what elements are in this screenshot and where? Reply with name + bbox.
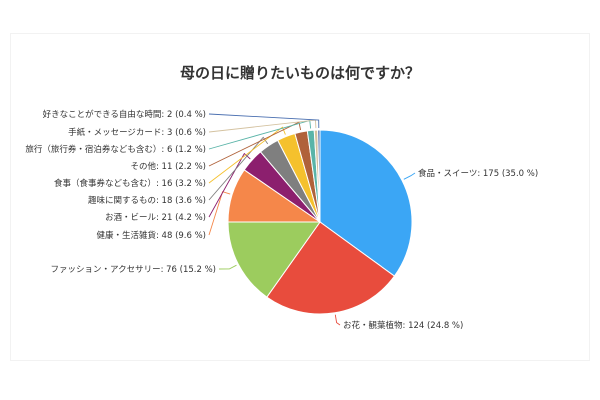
slice-label-8: その他: 11 (2.2 %) <box>130 161 206 172</box>
pie-slices <box>227 129 413 315</box>
leader-lines <box>208 113 416 326</box>
leader-line-5 <box>208 152 251 218</box>
slice-label-11: 好きなことができる自由な時間: 2 (0.4 %) <box>43 109 206 120</box>
leader-line-6 <box>208 136 269 201</box>
slice-label-6: 趣味に関するもの: 18 (3.6 %) <box>88 195 206 206</box>
slice-label-7: 食事（食事券なども含む）: 16 (3.2 %) <box>54 178 206 189</box>
leader-line-1 <box>403 172 416 180</box>
leader-line-11 <box>208 113 320 129</box>
slice-label-5: お酒・ビール: 21 (4.2 %) <box>105 213 206 223</box>
leader-line-2 <box>334 314 341 326</box>
leader-line-7 <box>208 126 286 184</box>
chart-title: 母の日に贈りたいものは何ですか？ <box>180 64 420 82</box>
slice-labels: 食品・スイーツ: 175 (35.0 %) お花・観葉植物: 124 (24.8 … <box>25 109 538 331</box>
slice-1 <box>319 129 413 277</box>
slice-11 <box>317 129 321 223</box>
slice-label-9: 旅行（旅行券・宿泊券なども含む）: 6 (1.2 %) <box>25 144 206 155</box>
slice-label-2: お花・観葉植物: 124 (24.8 %) <box>343 320 463 331</box>
leader-line-3 <box>218 264 237 270</box>
slice-3 <box>227 221 321 298</box>
slice-label-4: 健康・生活雑貨: 48 (9.6 %) <box>96 230 206 241</box>
slice-label-1: 食品・スイーツ: 175 (35.0 %) <box>418 168 538 179</box>
slice-2 <box>266 221 396 315</box>
slice-label-10: 手紙・メッセージカード: 3 (0.6 %) <box>68 127 206 138</box>
slice-label-3: ファッション・アクセサリー: 76 (15.2 %) <box>51 265 217 275</box>
